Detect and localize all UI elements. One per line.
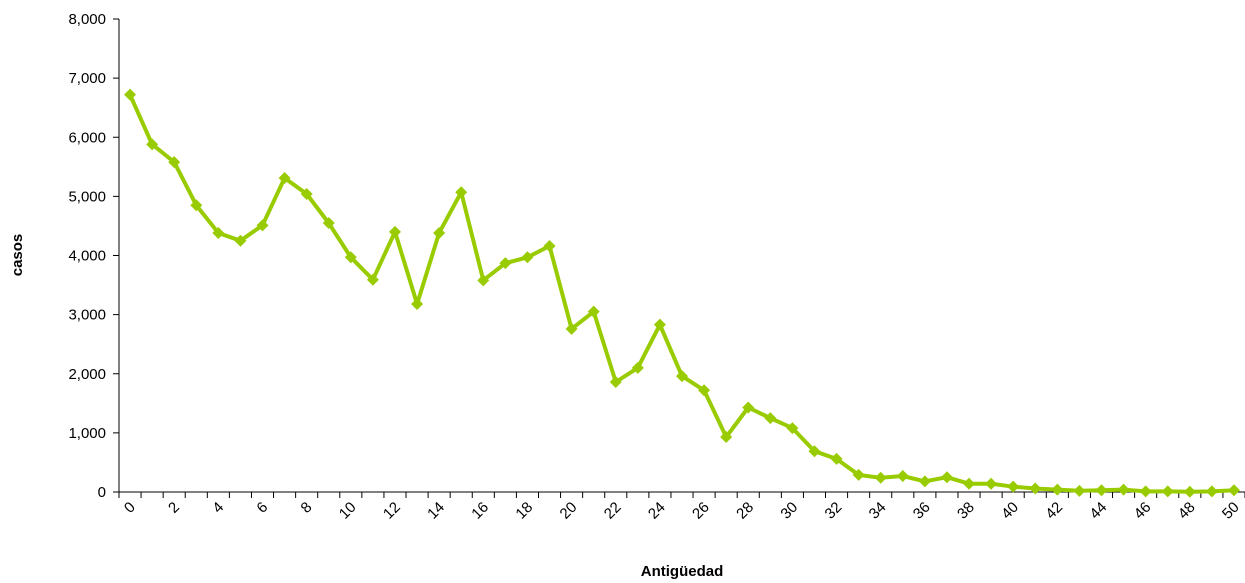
x-tick-label: 34 xyxy=(866,499,890,523)
x-tick-label: 32 xyxy=(822,499,846,523)
x-axis-tick-labels: 0 2 4 6 8 10 12 14 16 18 20 22 24 26 28 30 32 34 36 38 40 42 4… xyxy=(121,499,1243,523)
data-point-marker xyxy=(985,477,998,490)
y-tick-label: 8,000 xyxy=(68,11,106,28)
x-tick-label: 20 xyxy=(557,499,581,523)
data-point-marker xyxy=(940,471,953,484)
x-tick-label: 30 xyxy=(777,499,801,523)
data-point-marker xyxy=(499,257,512,270)
x-tick-label: 14 xyxy=(424,499,448,523)
data-point-marker xyxy=(344,251,357,264)
data-point-marker xyxy=(1095,484,1108,497)
data-point-marker xyxy=(433,227,446,240)
x-tick-label: 16 xyxy=(468,499,492,523)
y-tick-label: 5,000 xyxy=(68,188,106,205)
data-point-marker xyxy=(1117,483,1130,496)
x-tick-label: 50 xyxy=(1219,499,1243,523)
y-tick-label: 1,000 xyxy=(68,425,106,442)
data-point-marker xyxy=(1205,485,1218,498)
data-point-marker xyxy=(543,240,556,253)
data-point-marker xyxy=(1161,485,1174,498)
data-point-marker xyxy=(918,475,931,488)
x-tick-label: 4 xyxy=(209,499,227,517)
data-point-marker xyxy=(256,219,269,232)
data-point-marker xyxy=(653,318,666,331)
data-point-marker xyxy=(587,305,600,318)
x-tick-label: 0 xyxy=(121,499,139,517)
data-point-marker xyxy=(366,273,379,286)
data-point-marker xyxy=(874,471,887,484)
x-tick-label: 10 xyxy=(336,499,360,523)
axes xyxy=(113,18,1245,498)
data-point-marker xyxy=(1051,483,1064,496)
data-point-marker xyxy=(477,274,490,287)
x-tick-label: 28 xyxy=(733,499,757,523)
data-point-marker xyxy=(190,199,203,212)
data-point-marker xyxy=(963,477,976,490)
y-tick-label: 7,000 xyxy=(68,70,106,87)
series-layer xyxy=(124,88,1240,498)
data-point-marker xyxy=(411,297,424,310)
x-tick-label: 36 xyxy=(910,499,934,523)
x-tick-label: 24 xyxy=(645,499,669,523)
data-point-marker xyxy=(720,431,733,444)
x-tick-label: 38 xyxy=(954,499,978,523)
y-axis-title: casos xyxy=(9,234,26,277)
data-point-marker xyxy=(455,186,468,199)
data-point-marker xyxy=(300,188,313,201)
x-tick-label: 12 xyxy=(380,499,404,523)
y-tick-label: 3,000 xyxy=(68,307,106,324)
x-tick-label: 18 xyxy=(512,499,536,523)
x-tick-label: 22 xyxy=(601,499,625,523)
data-point-marker xyxy=(786,422,799,435)
data-point-marker xyxy=(322,216,335,229)
data-point-marker xyxy=(168,156,181,169)
data-point-marker xyxy=(808,445,821,458)
data-point-marker xyxy=(1139,485,1152,498)
data-point-marker xyxy=(676,370,688,383)
data-point-marker xyxy=(521,251,534,264)
x-tick-label: 44 xyxy=(1086,499,1110,523)
data-point-marker xyxy=(234,234,247,247)
data-point-marker xyxy=(764,412,777,425)
data-point-marker xyxy=(609,376,622,389)
data-point-marker xyxy=(1073,484,1086,497)
x-tick-label: 6 xyxy=(253,499,271,517)
data-point-marker xyxy=(212,227,225,240)
data-point-marker xyxy=(1029,482,1042,495)
data-point-marker xyxy=(278,172,291,185)
y-tick-label: 2,000 xyxy=(68,366,106,383)
data-point-marker xyxy=(742,401,755,414)
x-tick-label: 48 xyxy=(1175,499,1199,523)
x-tick-label: 46 xyxy=(1131,499,1155,523)
data-point-marker xyxy=(1183,485,1196,498)
data-point-marker xyxy=(1007,480,1020,493)
data-point-marker xyxy=(124,88,137,101)
y-tick-label: 6,000 xyxy=(68,129,106,146)
data-point-marker xyxy=(852,468,865,481)
data-point-marker xyxy=(146,138,159,151)
y-tick-label: 0 xyxy=(98,484,106,501)
series-line xyxy=(128,93,1235,494)
data-point-marker xyxy=(565,322,578,335)
data-point-marker xyxy=(830,452,843,465)
data-point-marker xyxy=(631,361,644,374)
data-point-marker xyxy=(1227,484,1240,497)
x-tick-label: 2 xyxy=(165,499,183,517)
data-point-marker xyxy=(388,225,401,238)
x-axis-title: Antigüedad xyxy=(641,563,724,580)
x-tick-label: 26 xyxy=(689,499,713,523)
x-tick-label: 8 xyxy=(298,499,316,517)
y-axis-tick-labels: 0 1,000 2,000 3,000 4,000 5,000 6,000 7,000 8,00… xyxy=(68,11,106,501)
x-tick-label: 42 xyxy=(1042,499,1066,523)
data-point-marker xyxy=(896,470,909,483)
data-point-marker xyxy=(698,384,711,397)
y-tick-label: 4,000 xyxy=(68,248,106,265)
x-tick-label: 40 xyxy=(998,499,1022,523)
